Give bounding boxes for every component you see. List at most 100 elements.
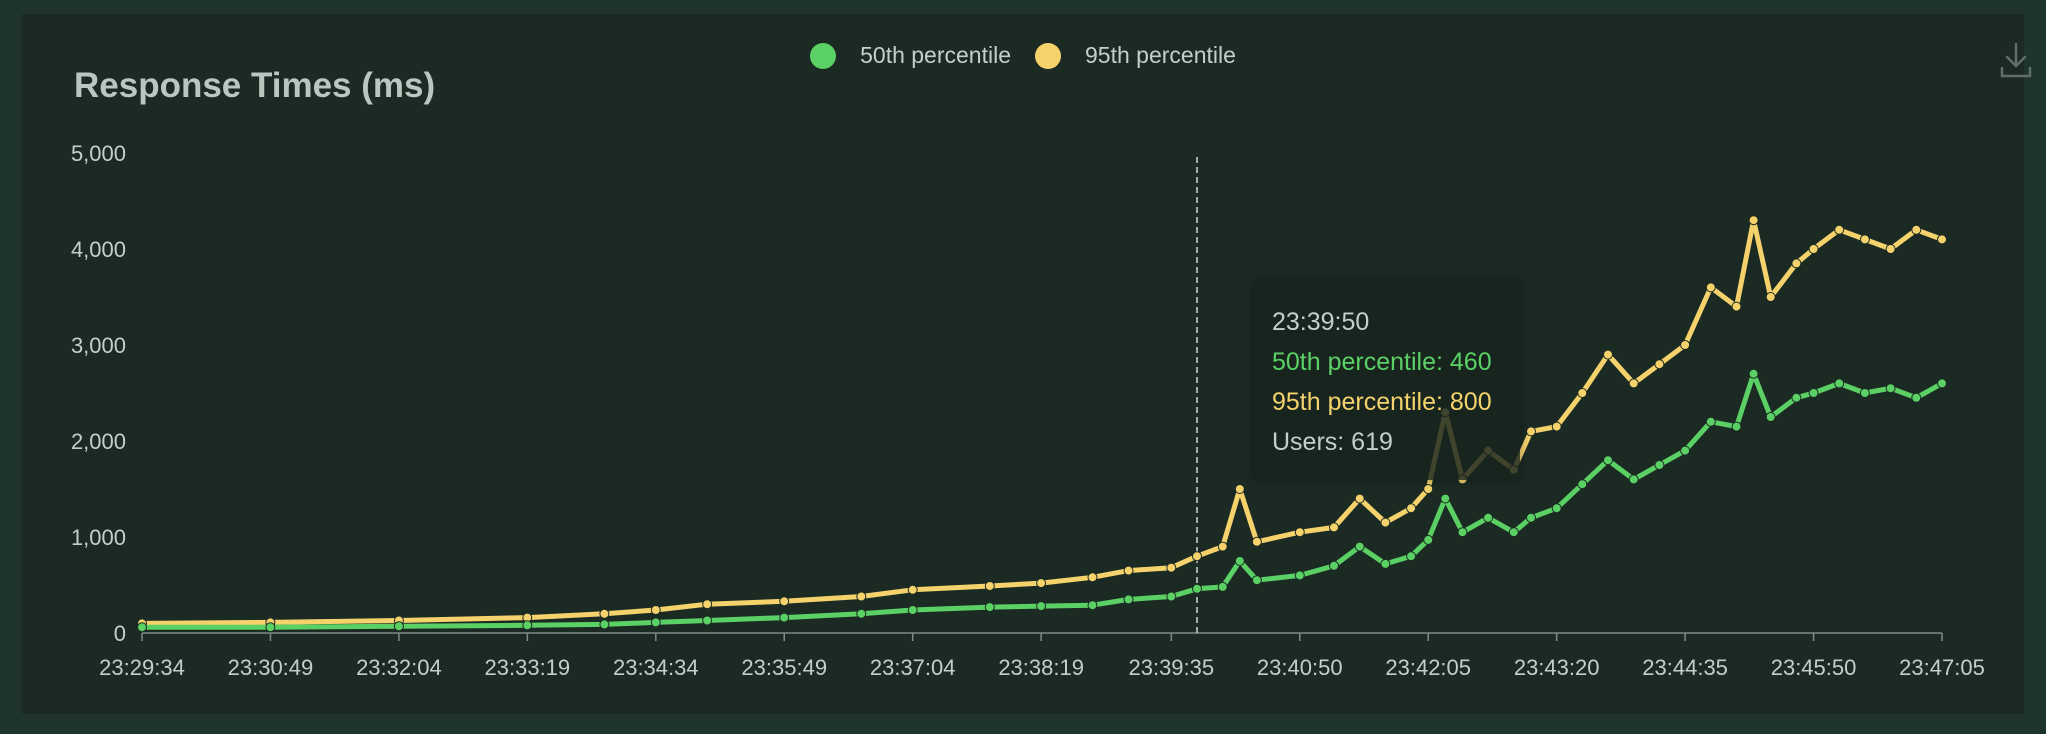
data-point-95th — [1629, 379, 1638, 388]
data-point-95th — [1792, 259, 1801, 268]
data-point-95th — [1860, 235, 1869, 244]
data-point-50th — [1629, 475, 1638, 484]
data-point-50th — [857, 609, 866, 618]
data-point-50th — [1355, 542, 1364, 551]
y-tick-label: 4,000 — [71, 237, 126, 262]
data-point-50th — [1509, 528, 1518, 537]
data-point-95th — [1037, 579, 1046, 588]
y-tick-label: 0 — [114, 621, 126, 646]
data-point-95th — [651, 606, 660, 615]
data-point-95th — [985, 582, 994, 591]
data-point-95th — [1732, 302, 1741, 311]
data-point-50th — [1604, 456, 1613, 465]
data-point-50th — [266, 623, 275, 632]
data-point-50th — [1167, 592, 1176, 601]
data-point-50th — [1381, 559, 1390, 568]
y-tick-label: 2,000 — [71, 429, 126, 454]
data-point-50th — [1295, 571, 1304, 580]
data-point-95th — [857, 592, 866, 601]
data-point-95th — [1886, 245, 1895, 254]
data-point-95th — [1252, 537, 1261, 546]
data-point-95th — [1355, 494, 1364, 503]
x-tick-label: 23:40:50 — [1257, 655, 1343, 680]
data-point-50th — [394, 622, 403, 631]
data-point-95th — [1706, 283, 1715, 292]
x-tick-label: 23:39:35 — [1128, 655, 1214, 680]
data-point-95th — [1552, 422, 1561, 431]
data-point-50th — [1088, 601, 1097, 610]
data-point-95th — [1218, 542, 1227, 551]
x-tick-label: 23:37:04 — [870, 655, 956, 680]
x-tick-label: 23:44:35 — [1642, 655, 1728, 680]
data-point-95th — [1809, 245, 1818, 254]
data-point-95th — [1407, 504, 1416, 513]
data-point-50th — [1441, 494, 1450, 503]
data-point-50th — [1484, 513, 1493, 522]
data-point-50th — [600, 620, 609, 629]
data-point-50th — [1938, 379, 1947, 388]
data-point-50th — [1681, 446, 1690, 455]
data-point-50th — [1886, 384, 1895, 393]
data-point-50th — [1835, 379, 1844, 388]
data-point-50th — [1252, 576, 1261, 585]
data-point-50th — [1860, 389, 1869, 398]
tooltip-users: Users: 619 — [1272, 422, 1502, 462]
data-point-95th — [1295, 528, 1304, 537]
data-point-95th — [1578, 389, 1587, 398]
data-point-95th — [1527, 427, 1536, 436]
x-tick-label: 23:34:34 — [613, 655, 699, 680]
data-point-50th — [523, 621, 532, 630]
data-point-50th — [780, 613, 789, 622]
data-point-50th — [985, 603, 994, 612]
data-point-95th — [1381, 518, 1390, 527]
data-point-50th — [1706, 417, 1715, 426]
data-point-95th — [1835, 225, 1844, 234]
x-tick-label: 23:32:04 — [356, 655, 442, 680]
series-line-95th — [142, 220, 1942, 623]
data-point-95th — [1193, 552, 1202, 561]
x-tick-label: 23:29:34 — [99, 655, 185, 680]
data-point-50th — [1218, 582, 1227, 591]
data-point-50th — [1766, 413, 1775, 422]
data-point-95th — [1088, 573, 1097, 582]
data-point-50th — [908, 606, 917, 615]
x-tick-label: 23:45:50 — [1771, 655, 1857, 680]
data-point-50th — [703, 616, 712, 625]
x-tick-label: 23:42:05 — [1385, 655, 1471, 680]
data-point-50th — [1578, 480, 1587, 489]
x-tick-label: 23:43:20 — [1514, 655, 1600, 680]
data-point-50th — [1732, 422, 1741, 431]
series-line-50th — [142, 374, 1942, 627]
data-point-95th — [1604, 350, 1613, 359]
data-point-95th — [1167, 563, 1176, 572]
tooltip-95th: 95th percentile: 800 — [1272, 382, 1502, 422]
data-point-95th — [1124, 566, 1133, 575]
data-point-50th — [1809, 389, 1818, 398]
y-tick-label: 3,000 — [71, 333, 126, 358]
data-point-50th — [1527, 513, 1536, 522]
y-tick-label: 5,000 — [71, 141, 126, 166]
data-point-95th — [1235, 485, 1244, 494]
data-point-95th — [703, 600, 712, 609]
data-point-95th — [908, 585, 917, 594]
line-chart: 0 1,000 2,000 3,000 4,000 5,000 23:29:34 23:30:… — [22, 14, 2024, 714]
data-point-50th — [1330, 561, 1339, 570]
data-point-50th — [651, 618, 660, 627]
data-point-50th — [1424, 535, 1433, 544]
data-point-95th — [1749, 216, 1758, 225]
data-point-50th — [1655, 461, 1664, 470]
x-tick-label: 23:38:19 — [998, 655, 1084, 680]
data-point-50th — [1552, 504, 1561, 513]
data-point-50th — [1792, 393, 1801, 402]
tooltip-50th: 50th percentile: 460 — [1272, 342, 1502, 382]
data-point-95th — [1655, 360, 1664, 369]
data-point-50th — [1407, 552, 1416, 561]
data-point-95th — [1938, 235, 1947, 244]
data-point-95th — [780, 597, 789, 606]
data-point-95th — [1912, 225, 1921, 234]
data-point-50th — [1193, 584, 1202, 593]
tooltip-time: 23:39:50 — [1272, 302, 1502, 342]
data-point-50th — [1037, 602, 1046, 611]
x-tick-label: 23:33:19 — [485, 655, 571, 680]
data-point-50th — [1458, 528, 1467, 537]
